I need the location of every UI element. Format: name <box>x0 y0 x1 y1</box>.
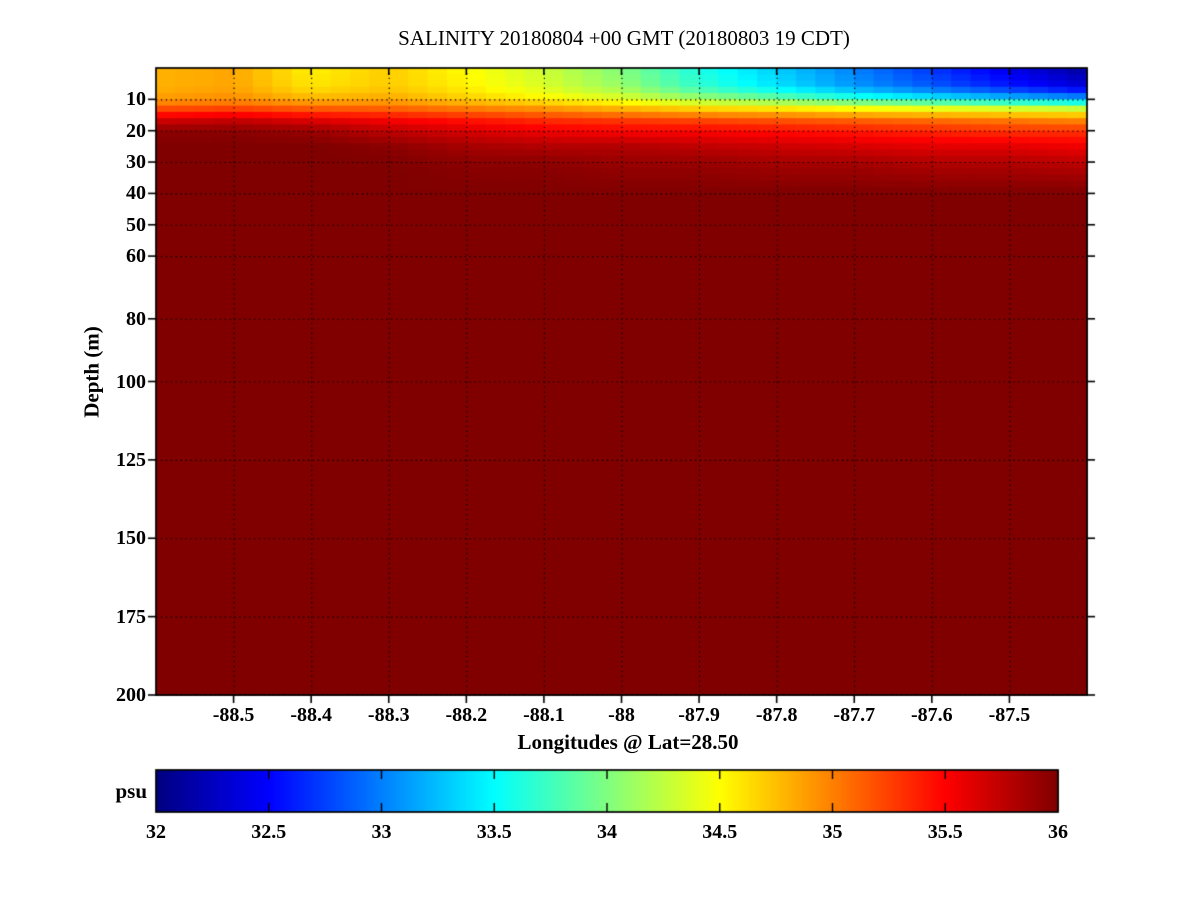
colorbar-tick-label: 33 <box>371 821 392 843</box>
x-tick-label: -88.5 <box>212 704 255 726</box>
colorbar-tick-label: 32 <box>146 821 166 843</box>
colorbar-tick-label: 35 <box>822 821 843 843</box>
y-tick-label: 10 <box>126 88 146 111</box>
x-tick-label: -87.9 <box>678 704 720 726</box>
colorbar-tick-label: 32.5 <box>251 821 287 843</box>
colorbar-tick-label: 36 <box>1048 821 1068 843</box>
colorbar-unit-label: psu <box>115 779 147 803</box>
x-tick-label: -87.6 <box>910 704 953 726</box>
y-axis-label: Depth (m) <box>79 326 104 418</box>
y-tick-label: 125 <box>116 448 146 471</box>
x-tick-label: -88.3 <box>367 704 410 726</box>
y-tick-label: 100 <box>116 370 146 393</box>
x-tick-label: -87.8 <box>755 704 798 726</box>
y-tick-label: 150 <box>116 527 146 550</box>
y-tick-label: 50 <box>126 213 146 236</box>
colorbar-tick-label: 33.5 <box>476 821 512 843</box>
colorbar-tick-label: 34.5 <box>702 821 738 843</box>
x-tick-label: -88 <box>608 704 635 726</box>
x-tick-label: -87.7 <box>833 704 876 726</box>
x-tick-label: -88.1 <box>523 704 565 726</box>
x-tick-label: -87.5 <box>988 704 1031 726</box>
y-tick-label: 60 <box>126 245 146 268</box>
y-tick-label: 20 <box>126 119 146 142</box>
x-tick-label: -88.4 <box>290 704 332 726</box>
y-tick-label: 80 <box>126 307 146 330</box>
y-tick-label: 200 <box>116 684 146 706</box>
colorbar-tick-label: 35.5 <box>927 821 963 843</box>
x-tick-label: -88.2 <box>445 704 488 726</box>
colorbar-tick-label: 34 <box>597 821 617 843</box>
x-axis-label: Longitudes @ Lat=28.50 <box>517 730 739 754</box>
y-tick-label: 30 <box>126 151 146 174</box>
plot-title: SALINITY 20180804 +00 GMT (20180803 19 C… <box>398 26 850 50</box>
y-tick-label: 40 <box>126 182 146 205</box>
y-tick-label: 175 <box>116 605 146 628</box>
